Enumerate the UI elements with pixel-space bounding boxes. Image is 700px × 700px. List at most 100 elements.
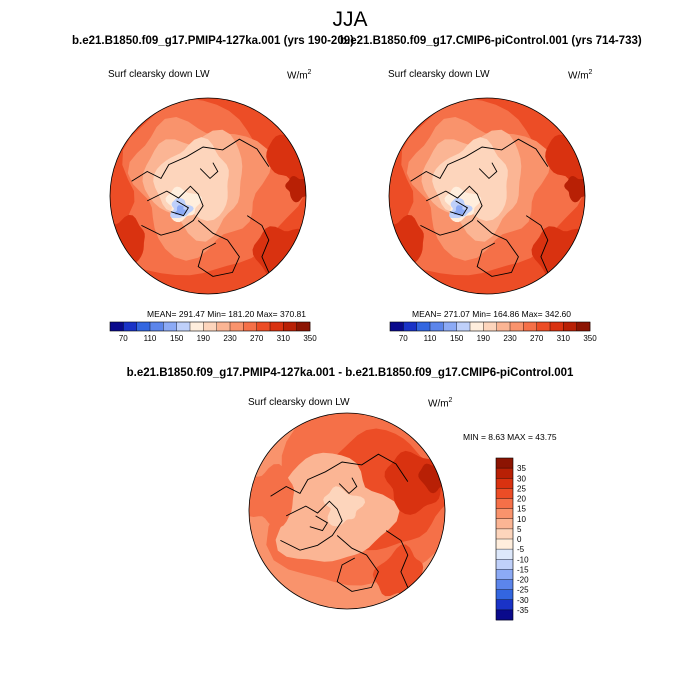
panel2-field <box>389 98 585 294</box>
panel2-contour-9 <box>545 126 585 191</box>
panel3-colorbar-box-0 <box>496 458 513 469</box>
panel1-colorbar-box-13 <box>283 322 297 331</box>
panel1-colorbar-box-0 <box>110 322 124 331</box>
panel3-contour-7 <box>249 464 294 528</box>
panel2-coastline <box>410 138 549 182</box>
panel3-variable: Surf clearsky down LW <box>248 397 350 408</box>
panel2-title: b.e21.B1850.f09_g17.CMIP6-piControl.001 … <box>340 35 642 47</box>
panel3-colorbar-box-3 <box>496 488 513 499</box>
panel2-colorbar-box-1 <box>403 322 417 331</box>
panel1-colorbar-box-10 <box>243 322 257 331</box>
panel1-colorbar-label: 150 <box>170 334 184 343</box>
panel3-coastline <box>385 530 409 588</box>
panel1-colorbar-box-6 <box>190 322 204 331</box>
panel3-stats: MIN = 8.63 MAX = 43.75 <box>463 432 557 442</box>
panel2-colorbar-label: 70 <box>399 334 408 343</box>
panel3-colorbar-box-9 <box>496 549 513 560</box>
panel2-colorbar-box-2 <box>416 322 431 331</box>
panel2-colorbar-label: 110 <box>424 334 437 343</box>
panel2-coastline <box>478 162 498 180</box>
panel1-colorbar-box-9 <box>230 322 244 331</box>
panel1-colorbar-label: 110 <box>144 334 157 343</box>
panel1-colorbar-box-4 <box>163 322 177 331</box>
panel2-colorbar-box-6 <box>470 322 484 331</box>
panel2-colorbar-box-14 <box>576 322 591 331</box>
panel1-contour-9 <box>266 126 306 191</box>
panel2-units: W/m2 <box>568 69 593 82</box>
panel2-colorbar-box-7 <box>483 322 497 331</box>
panel2-coastline <box>420 185 483 236</box>
panel1-stats: MEAN= 291.47 Min= 181.20 Max= 370.81 <box>147 309 307 319</box>
panel3-title: b.e21.B1850.f09_g17.PMIP4-127ka.001 - b.… <box>126 367 574 379</box>
panel2-colorbar-label: 270 <box>530 334 544 343</box>
panel2-coastline <box>476 220 519 277</box>
panel1-colorbar-label: 190 <box>197 334 211 343</box>
panel1-colorbar-box-2 <box>136 322 151 331</box>
panel1-colorbar-label: 350 <box>303 334 317 343</box>
panel3-colorbar-label: -5 <box>517 545 525 554</box>
panel1-colorbar-box-3 <box>150 322 164 331</box>
panel3-coastline <box>280 500 343 551</box>
panel2-variable: Surf clearsky down LW <box>388 69 490 80</box>
panel2-contour-7 <box>453 205 466 216</box>
panel3-colorbar-label: -35 <box>517 606 529 615</box>
panel1-colorbar-label: 230 <box>223 334 237 343</box>
panel3-coastline <box>338 477 358 495</box>
panel2-colorbar-box-0 <box>390 322 404 331</box>
panel2-colorbar-box-12 <box>550 322 564 331</box>
panel2-colorbar-label: 230 <box>503 334 517 343</box>
panel2-colorbar-box-11 <box>536 322 551 331</box>
panel1-coastline <box>170 200 190 217</box>
panel3-colorbar-box-15 <box>496 609 513 621</box>
panel1-colorbar-label: 310 <box>277 334 291 343</box>
panel3-colorbar-box-14 <box>496 599 513 611</box>
panel2-colorbar-box-4 <box>443 322 457 331</box>
panel2-coastline <box>525 215 549 273</box>
panel1-colorbar-frame <box>109 321 311 332</box>
panel3-colorbar-box-2 <box>496 478 513 489</box>
panel1-contour-7 <box>174 205 187 216</box>
panel3-colorbar-box-13 <box>496 589 513 601</box>
panel1-coastline <box>197 220 240 277</box>
panel3-colorbar-label: 5 <box>517 525 522 534</box>
panel1-map-border <box>109 97 307 295</box>
panel1-colorbar-box-8 <box>216 322 231 331</box>
panel3-colorbar-box-6 <box>496 518 513 530</box>
panel3-colorbar-box-10 <box>496 559 513 570</box>
panel3-colorbar-label: 25 <box>517 484 526 493</box>
panel3-field <box>249 413 445 609</box>
panel1-coastline <box>199 162 219 180</box>
panel3-colorbar-box-11 <box>496 569 513 580</box>
panel3-coastline <box>270 453 409 497</box>
panel2-colorbar-label: 310 <box>557 334 571 343</box>
panel1-coastlines <box>131 138 270 277</box>
panel3-colorbar-label: -10 <box>517 555 529 564</box>
panel2-colorbar-label: 350 <box>583 334 597 343</box>
panel3-map-border <box>248 412 446 610</box>
panel2-coastlines <box>410 138 549 277</box>
panel3-coastline <box>309 515 329 532</box>
panel3-colorbar-label: -20 <box>517 576 529 585</box>
panel1-colorbar-box-1 <box>123 322 137 331</box>
panel3-contour-6 <box>323 486 366 527</box>
panel1-coastline <box>131 138 270 182</box>
panel2-colorbar-label: 190 <box>477 334 491 343</box>
panel1-colorbar-label: 270 <box>250 334 264 343</box>
panel1-colorbar-box-5 <box>176 322 191 331</box>
panel2-colorbar-frame <box>389 321 591 332</box>
panel3-colorbar-label: 15 <box>517 505 526 514</box>
panel2-stats: MEAN= 271.07 Min= 164.86 Max= 342.60 <box>412 309 572 319</box>
panel3-colorbar-label: 35 <box>517 464 526 473</box>
panel1-coastline <box>141 185 204 236</box>
panel3-colorbar-box-8 <box>496 539 513 550</box>
panel3-units: W/m2 <box>428 397 453 410</box>
panel1-colorbar-box-11 <box>256 322 271 331</box>
panel1-title: b.e21.B1850.f09_g17.PMIP4-127ka.001 (yrs… <box>72 35 354 47</box>
panel3-coastlines <box>270 453 409 592</box>
panel3-colorbar-label: -30 <box>517 596 529 605</box>
panel2-map-border <box>388 97 586 295</box>
panel2-colorbar-box-3 <box>430 322 444 331</box>
panel3-colorbar-box-4 <box>496 498 513 509</box>
panel3-colorbar-label: 20 <box>517 495 526 504</box>
